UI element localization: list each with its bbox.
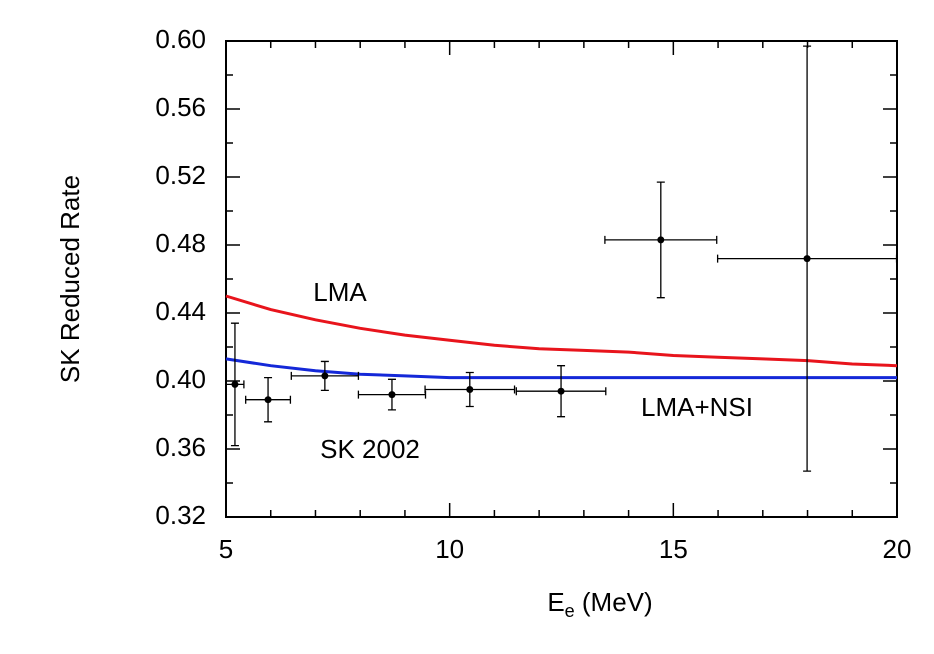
x-tick-label: 5 — [219, 534, 233, 564]
data-point — [231, 380, 239, 388]
x-tick-label: 10 — [435, 534, 464, 564]
y-tick-label: 0.56 — [155, 92, 206, 122]
y-tick-label: 0.40 — [155, 364, 206, 394]
data-point — [557, 387, 565, 395]
series-label: LMA+NSI — [641, 392, 753, 422]
y-axis-label: SK Reduced Rate — [55, 175, 85, 383]
data-point — [803, 255, 811, 263]
series-label: LMA — [313, 277, 367, 307]
y-tick-label: 0.32 — [155, 500, 206, 530]
x-tick-label: 20 — [883, 534, 912, 564]
data-point — [321, 372, 329, 380]
y-tick-label: 0.52 — [155, 160, 206, 190]
data-point — [657, 236, 665, 244]
y-tick-label: 0.44 — [155, 296, 206, 326]
x-label-sub: e — [565, 601, 575, 621]
data-point — [388, 391, 396, 399]
y-tick-label: 0.48 — [155, 228, 206, 258]
y-tick-label: 0.36 — [155, 432, 206, 462]
line — [225, 294, 898, 368]
x-label-unit: (MeV) — [575, 587, 653, 617]
x-label-main: E — [547, 587, 564, 617]
x-axis-label: Ee (MeV) — [547, 587, 652, 621]
y-tick-label: 0.60 — [155, 24, 206, 54]
data-point — [466, 386, 474, 393]
series-label: SK 2002 — [320, 434, 420, 464]
x-tick-label: 15 — [659, 534, 688, 564]
data-point — [264, 396, 272, 404]
